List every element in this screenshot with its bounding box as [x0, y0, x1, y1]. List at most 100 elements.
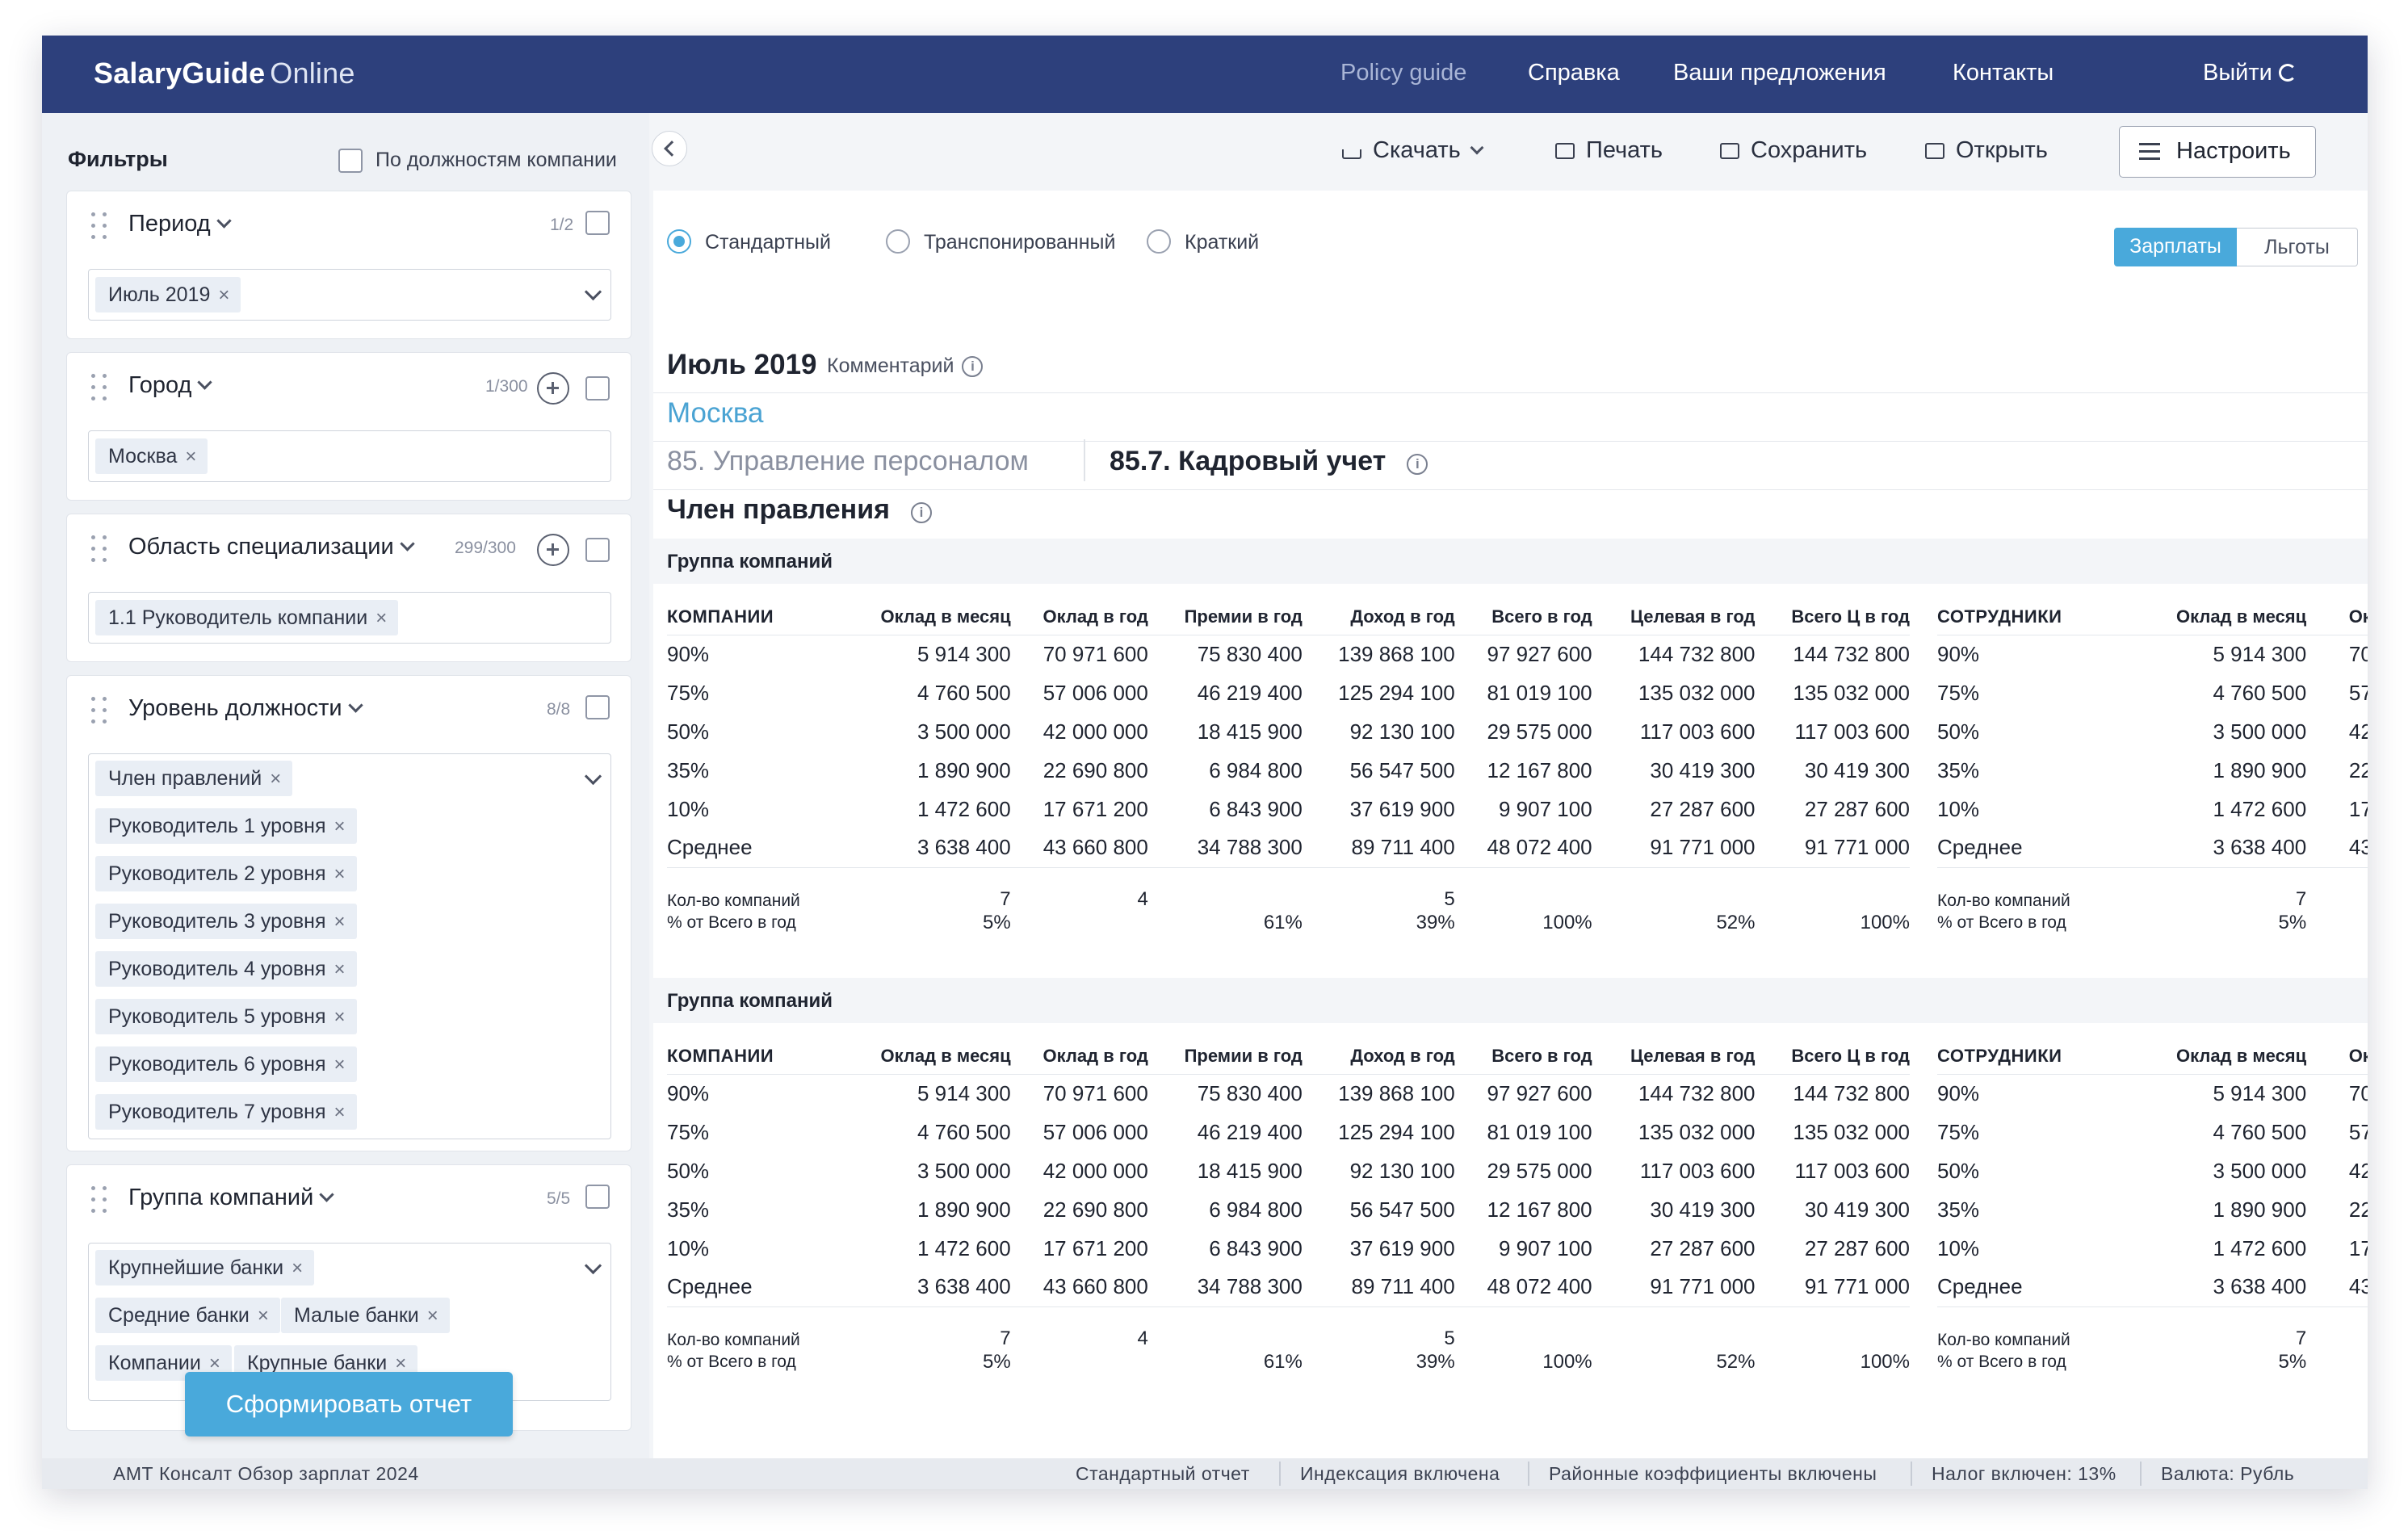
remove-tag-icon[interactable]: × [334, 1054, 346, 1076]
remove-tag-icon[interactable]: × [395, 1353, 407, 1374]
remove-tag-icon[interactable]: × [426, 1305, 438, 1327]
nav-help[interactable]: Справка [1528, 60, 1620, 86]
column-header[interactable]: Оклад в месяц [2124, 1038, 2307, 1075]
collapse-sidebar-button[interactable] [652, 131, 687, 166]
column-header[interactable]: Доход в год [1302, 599, 1455, 635]
column-header[interactable]: СОТРУДНИКИ [1937, 1038, 2125, 1075]
summary-cell [1454, 1306, 1592, 1350]
remove-tag-icon[interactable]: × [334, 1006, 346, 1028]
divider [1911, 1462, 1912, 1486]
filter-title[interactable]: Период [128, 211, 232, 237]
setup-button[interactable]: Настроить [2119, 126, 2316, 178]
remove-tag-icon[interactable]: × [375, 607, 388, 629]
remove-tag-icon[interactable]: × [218, 284, 230, 306]
filter-select[interactable]: Крупнейшие банки × Средние банки × Малые б… [88, 1243, 611, 1401]
remove-tag-icon[interactable]: × [292, 1257, 304, 1279]
chevron-down-icon[interactable] [584, 1256, 602, 1275]
drag-handle-icon[interactable] [91, 697, 112, 724]
info-icon[interactable]: i [1407, 454, 1428, 475]
tab-benefits[interactable]: Льготы [2237, 228, 2358, 266]
add-icon[interactable] [537, 534, 569, 566]
filter-select[interactable]: Москва × [88, 430, 611, 482]
filter-checkbox[interactable] [585, 1185, 610, 1209]
nav-policy-guide[interactable]: Policy guide [1340, 60, 1467, 86]
logo[interactable]: SalaryGuide Online [94, 57, 355, 90]
table-cell: 42 000 000 [1042, 1158, 1148, 1183]
filter-select[interactable]: Член правлений × Руководитель 1 уровня × Р… [88, 753, 611, 1139]
table-cell: 56 547 500 [1349, 1197, 1455, 1222]
filter-checkbox[interactable] [585, 695, 610, 719]
remove-tag-icon[interactable]: × [257, 1305, 269, 1327]
column-header[interactable]: Оклад в год [1010, 1038, 1148, 1075]
add-icon[interactable] [537, 372, 569, 405]
filter-checkbox[interactable] [585, 376, 610, 401]
remove-tag-icon[interactable]: × [334, 816, 346, 837]
info-icon[interactable]: i [910, 502, 932, 523]
table-cell: 6 843 900 [1209, 796, 1303, 821]
info-icon[interactable]: i [962, 356, 984, 377]
column-header[interactable]: Целевая в год [1592, 1038, 1756, 1075]
view-short-radio[interactable] [1147, 229, 1171, 254]
download-button[interactable]: Скачать [1342, 137, 1484, 164]
filter-title[interactable]: Уровень должности [128, 695, 363, 722]
remove-tag-icon[interactable]: × [334, 863, 346, 885]
column-header[interactable]: Оклад в месяц [841, 599, 1011, 635]
view-transposed-label[interactable]: Транспонированный [924, 231, 1116, 254]
column-header[interactable]: Оклад в год [2306, 1038, 2368, 1075]
drag-handle-icon[interactable] [91, 212, 112, 240]
column-header[interactable]: СОТРУДНИКИ [1937, 599, 2125, 635]
column-header[interactable]: КОМПАНИИ [667, 599, 841, 635]
nav-suggestions[interactable]: Ваши предложения [1673, 60, 1886, 86]
chevron-down-icon[interactable] [584, 767, 602, 786]
view-standard-radio[interactable] [667, 229, 691, 254]
column-header[interactable]: Всего в год [1454, 599, 1592, 635]
filter-title[interactable]: Группа компаний [128, 1185, 334, 1211]
remove-tag-icon[interactable]: × [334, 911, 346, 933]
column-header[interactable]: Премии в год [1147, 1038, 1303, 1075]
filter-checkbox[interactable] [585, 538, 610, 562]
column-header[interactable]: Оклад в месяц [841, 1038, 1011, 1075]
chevron-down-icon[interactable] [584, 283, 602, 301]
generate-report-button[interactable]: Сформировать отчет [185, 1372, 513, 1436]
table-cell: 1 890 900 [917, 1197, 1011, 1222]
view-transposed-radio[interactable] [886, 229, 910, 254]
filter-select[interactable]: 1.1 Руководитель компании × [88, 592, 611, 644]
print-button[interactable]: Печать [1555, 137, 1663, 164]
column-header[interactable]: Всего в год [1454, 1038, 1592, 1075]
filter-city: Город 1/300 Москва × [66, 352, 631, 501]
column-header[interactable]: Оклад в год [1010, 599, 1148, 635]
remove-tag-icon[interactable]: × [334, 958, 346, 980]
logout-button[interactable]: Выйти [2203, 60, 2297, 86]
open-button[interactable]: Открыть [1925, 137, 2048, 164]
remove-tag-icon[interactable]: × [270, 768, 282, 790]
summary-cell: 4 [1010, 866, 1148, 911]
table-cell: 1 472 600 [2213, 1235, 2307, 1260]
drag-handle-icon[interactable] [91, 1186, 112, 1214]
column-header[interactable]: Доход в год [1302, 1038, 1455, 1075]
remove-tag-icon[interactable]: × [185, 446, 197, 468]
column-header[interactable]: Целевая в год [1592, 599, 1756, 635]
column-header[interactable]: КОМПАНИИ [667, 1038, 841, 1075]
table-cell: 6 984 800 [1209, 757, 1303, 782]
column-header[interactable]: Оклад в месяц [2124, 599, 2307, 635]
filter-checkbox[interactable] [585, 211, 610, 235]
status-item: Индексация включена [1300, 1463, 1500, 1484]
filter-select[interactable]: Июль 2019 × [88, 269, 611, 321]
column-header[interactable]: Оклад в год [2306, 599, 2368, 635]
filter-title[interactable]: Область специализации [128, 534, 415, 560]
column-header[interactable]: Всего Ц в год [1755, 599, 1910, 635]
filter-title[interactable]: Город [128, 372, 213, 399]
column-header[interactable]: Всего Ц в год [1755, 1038, 1910, 1075]
nav-contacts[interactable]: Контакты [1953, 60, 2054, 86]
view-short-label[interactable]: Краткий [1185, 231, 1260, 254]
drag-handle-icon[interactable] [91, 374, 112, 401]
remove-tag-icon[interactable]: × [334, 1101, 346, 1123]
column-header[interactable]: Премии в год [1147, 599, 1303, 635]
save-button[interactable]: Сохранить [1720, 137, 1867, 164]
remove-tag-icon[interactable]: × [208, 1353, 220, 1374]
drag-handle-icon[interactable] [91, 535, 112, 563]
view-standard-label[interactable]: Стандартный [705, 231, 831, 254]
comment-label[interactable]: Комментарий i [827, 354, 984, 378]
tab-salaries[interactable]: Зарплаты [2114, 228, 2237, 266]
by-company-positions-checkbox[interactable] [338, 149, 363, 173]
